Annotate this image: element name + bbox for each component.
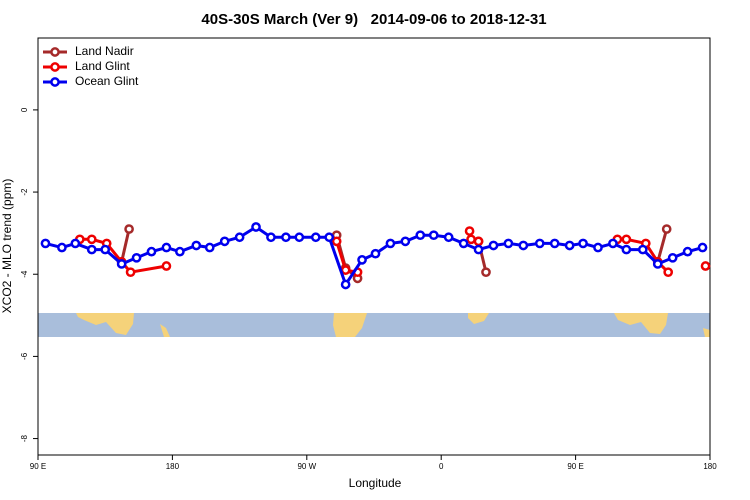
point bbox=[473, 236, 484, 247]
point bbox=[40, 238, 51, 249]
x-axis-label: Longitude bbox=[349, 476, 402, 490]
x-tick-label: 90 E bbox=[30, 462, 46, 471]
point bbox=[70, 238, 81, 249]
point bbox=[324, 232, 335, 243]
point bbox=[340, 279, 351, 290]
point bbox=[443, 232, 454, 243]
point bbox=[549, 238, 560, 249]
point bbox=[175, 246, 185, 257]
y-tick-label: -4 bbox=[20, 270, 29, 278]
point bbox=[400, 236, 411, 247]
point bbox=[663, 267, 674, 278]
map-strip bbox=[38, 313, 710, 337]
point bbox=[481, 267, 491, 278]
y-tick-label: -8 bbox=[20, 434, 29, 442]
point bbox=[564, 240, 575, 251]
chart-title: 40S-30S March (Ver 9) 2014-09-06 to 2018… bbox=[201, 11, 546, 28]
point bbox=[621, 234, 632, 245]
point bbox=[488, 240, 499, 251]
point bbox=[357, 255, 367, 265]
series-line bbox=[120, 228, 669, 280]
point bbox=[266, 232, 276, 243]
point bbox=[340, 265, 351, 275]
point bbox=[608, 238, 618, 249]
point bbox=[146, 246, 157, 257]
point bbox=[428, 230, 439, 241]
point bbox=[621, 244, 632, 255]
x-tick-label: 90 E bbox=[567, 462, 583, 471]
legend-marker bbox=[50, 47, 60, 57]
point bbox=[473, 244, 484, 255]
point bbox=[697, 242, 708, 253]
point bbox=[385, 238, 396, 249]
point bbox=[86, 244, 97, 255]
point bbox=[125, 267, 136, 278]
point bbox=[700, 261, 711, 271]
y-tick-label: -2 bbox=[20, 188, 29, 196]
point bbox=[131, 252, 142, 263]
x-tick-label: 180 bbox=[166, 462, 180, 471]
point bbox=[204, 242, 215, 253]
point bbox=[518, 240, 529, 251]
point bbox=[310, 232, 321, 243]
point bbox=[503, 238, 514, 249]
point bbox=[57, 242, 67, 253]
point bbox=[251, 222, 261, 232]
point bbox=[458, 238, 469, 249]
point bbox=[466, 234, 476, 245]
point bbox=[534, 238, 545, 249]
x-tick-label: 180 bbox=[703, 462, 717, 471]
point bbox=[667, 252, 678, 263]
point bbox=[652, 259, 663, 269]
point bbox=[637, 244, 648, 255]
series-line bbox=[80, 231, 706, 272]
point bbox=[464, 226, 475, 236]
legend-label: Land Nadir bbox=[75, 44, 134, 58]
point bbox=[161, 261, 172, 271]
y-tick-label: 0 bbox=[20, 107, 29, 112]
point bbox=[116, 259, 127, 269]
point bbox=[415, 230, 426, 241]
x-tick-label: 90 W bbox=[297, 462, 316, 471]
y-tick-label: -6 bbox=[20, 352, 29, 360]
point bbox=[124, 224, 134, 234]
point bbox=[661, 224, 672, 234]
plot-frame bbox=[37, 37, 711, 456]
legend-label: Ocean Glint bbox=[75, 74, 139, 88]
point bbox=[370, 248, 381, 259]
legend-label: Land Glint bbox=[75, 59, 130, 73]
legend-marker bbox=[50, 77, 60, 87]
point bbox=[219, 236, 230, 247]
point bbox=[161, 242, 172, 253]
point bbox=[191, 240, 202, 251]
legend-marker bbox=[50, 62, 60, 72]
x-tick-label: 0 bbox=[439, 462, 444, 471]
point bbox=[294, 232, 305, 243]
y-axis-label: XCO2 - MLO trend (ppm) bbox=[0, 179, 14, 314]
point bbox=[682, 246, 693, 257]
point bbox=[86, 234, 97, 245]
point bbox=[100, 244, 111, 255]
point bbox=[331, 236, 342, 247]
point bbox=[281, 232, 291, 243]
point bbox=[578, 238, 588, 249]
point bbox=[593, 242, 603, 253]
point bbox=[234, 232, 245, 243]
